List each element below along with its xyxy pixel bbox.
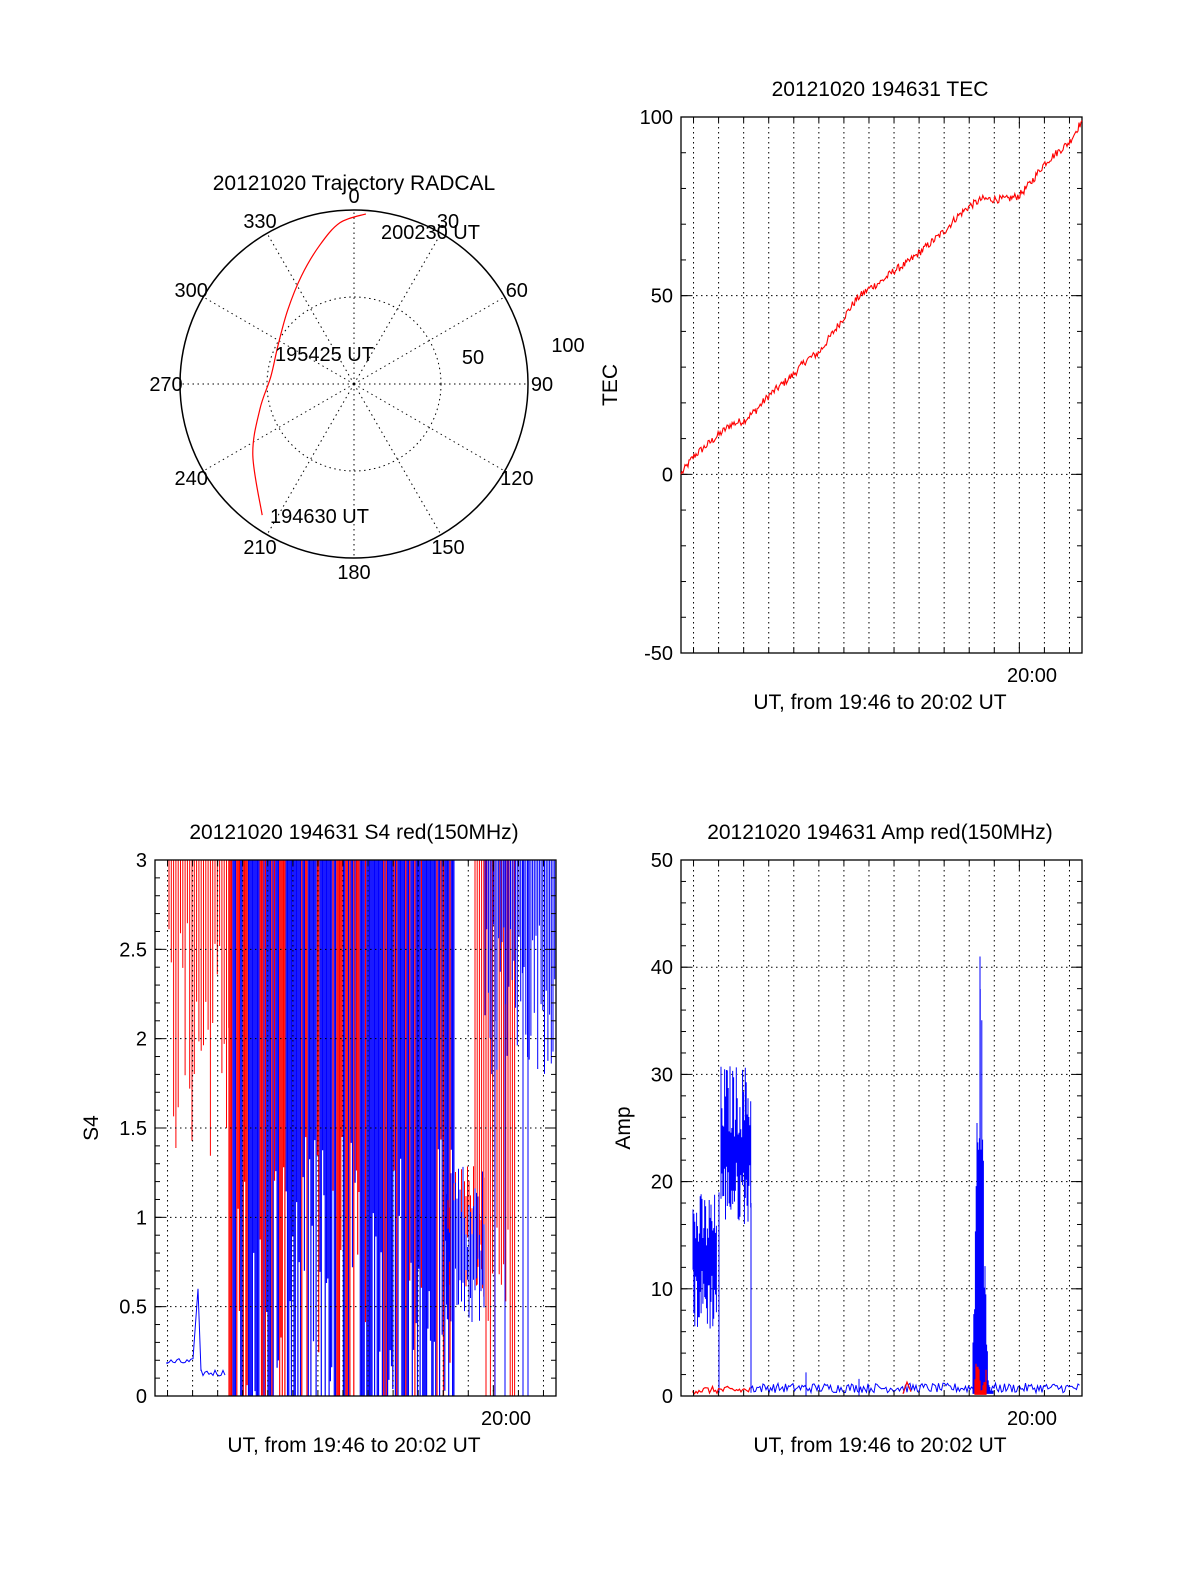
polar-spoke-150 (353, 383, 442, 535)
y-tick-label-50: 50 (651, 286, 673, 308)
azimuth-label-210: 210 (243, 537, 276, 559)
polar-grid (180, 210, 528, 558)
azimuth-label-180: 180 (337, 562, 370, 584)
amp-y-label: Amp (612, 1106, 635, 1149)
s4-x-label: UT, from 19:46 to 20:02 UT (227, 1434, 480, 1457)
amp-series (692, 956, 1080, 1396)
amp-blue-series (692, 956, 1080, 1396)
amp-grid (681, 860, 1082, 1396)
y-tick-label-3: 3 (136, 850, 147, 872)
tec-x-tick-2000: 20:00 (1007, 665, 1057, 687)
amp-red-series (692, 1363, 987, 1395)
trajectory-panel: 20121020 Trajectory RADCAL 0 30 60 90 120 150… (149, 172, 584, 584)
s4-grid (155, 860, 556, 1396)
s4-blue-right (444, 860, 556, 1396)
polar-spoke-210 (266, 383, 355, 535)
polar-spoke-300 (203, 296, 355, 385)
y-tick-label-1: 1 (136, 1207, 147, 1229)
polar-spoke-120 (353, 383, 505, 472)
s4-red-spikes-left (168, 860, 230, 1156)
s4-title: 20121020 194631 S4 red(150MHz) (189, 821, 518, 844)
s4-red-dense (228, 860, 451, 1396)
polar-spoke-30 (353, 233, 442, 385)
azimuth-labels: 0 30 60 90 120 150 180 210 240 270 300 330 (149, 186, 553, 584)
tec-x-label: UT, from 19:46 to 20:02 UT (753, 691, 1006, 714)
trajectory-title: 20121020 Trajectory RADCAL (213, 172, 496, 195)
polar-grid-circle-50 (266, 296, 442, 472)
radial-label-100: 100 (551, 335, 584, 357)
amp-x-tick-2000: 20:00 (1007, 1408, 1057, 1430)
polar-spoke-330 (266, 233, 355, 385)
polar-spoke-60 (353, 296, 505, 385)
amp-panel: 20121020 194631 Amp red(150MHz) 0 10 20 30 4… (612, 821, 1083, 1457)
azimuth-label-300: 300 (174, 280, 207, 302)
s4-blue-baseline (166, 1288, 226, 1377)
azimuth-label-330: 330 (243, 211, 276, 233)
azimuth-label-120: 120 (500, 468, 533, 490)
tec-panel: 20121020 194631 TEC -50 0 50 100 20:00 UT, … (599, 78, 1083, 714)
azimuth-label-60: 60 (506, 280, 528, 302)
y-tick-label-0.5: 0.5 (119, 1297, 147, 1319)
tec-grid (681, 117, 1082, 653)
tec-y-ticks: -50 0 50 100 (640, 107, 1082, 665)
y-tick-label-0: 0 (662, 1386, 673, 1408)
azimuth-label-30: 30 (437, 211, 459, 233)
y-tick-label-20: 20 (651, 1172, 673, 1194)
tec-series (680, 120, 1083, 475)
y-tick-label-40: 40 (651, 957, 673, 979)
tec-frame (680, 116, 1083, 654)
tec-y-label: TEC (599, 364, 622, 406)
y-tick-label-0: 0 (136, 1386, 147, 1408)
s4-y-ticks: 0 0.5 1 1.5 2 2.5 3 (119, 850, 556, 1408)
amp-frame (680, 859, 1083, 1397)
azimuth-label-150: 150 (431, 537, 464, 559)
y-tick-label-50: 50 (651, 850, 673, 872)
s4-x-tick-2000: 20:00 (481, 1408, 531, 1430)
amp-y-ticks: 0 10 20 30 40 50 (651, 850, 1082, 1408)
polar-spoke-240 (203, 383, 355, 472)
y-tick-label-2: 2 (136, 1029, 147, 1051)
trajectory-series (252, 213, 367, 516)
s4-y-label: S4 (80, 1115, 103, 1141)
radial-label-50: 50 (462, 347, 484, 369)
y-tick-label-0: 0 (662, 464, 673, 486)
trajectory-start-label: 194630 UT (270, 506, 369, 528)
y-tick-label-10: 10 (651, 1279, 673, 1301)
y-tick-label--50: -50 (644, 643, 673, 665)
y-tick-label-30: 30 (651, 1064, 673, 1086)
polar-outer-circle (179, 209, 529, 559)
s4-series (166, 860, 556, 1396)
azimuth-label-0: 0 (348, 186, 359, 208)
tec-title: 20121020 194631 TEC (772, 78, 989, 101)
azimuth-label-90: 90 (531, 374, 553, 396)
y-tick-label-100: 100 (640, 107, 673, 129)
s4-panel: 20121020 194631 S4 red(150MHz) 0 0.5 1 1.5 2… (80, 821, 557, 1457)
azimuth-label-240: 240 (174, 468, 207, 490)
y-tick-label-1.5: 1.5 (119, 1118, 147, 1140)
trajectory-mid-label: 195425 UT (275, 344, 374, 366)
y-tick-label-2.5: 2.5 (119, 939, 147, 961)
amp-title: 20121020 194631 Amp red(150MHz) (707, 821, 1053, 844)
azimuth-label-270: 270 (149, 374, 182, 396)
amp-x-label: UT, from 19:46 to 20:02 UT (753, 1434, 1006, 1457)
trajectory-end-label: 200230 UT (381, 222, 480, 244)
